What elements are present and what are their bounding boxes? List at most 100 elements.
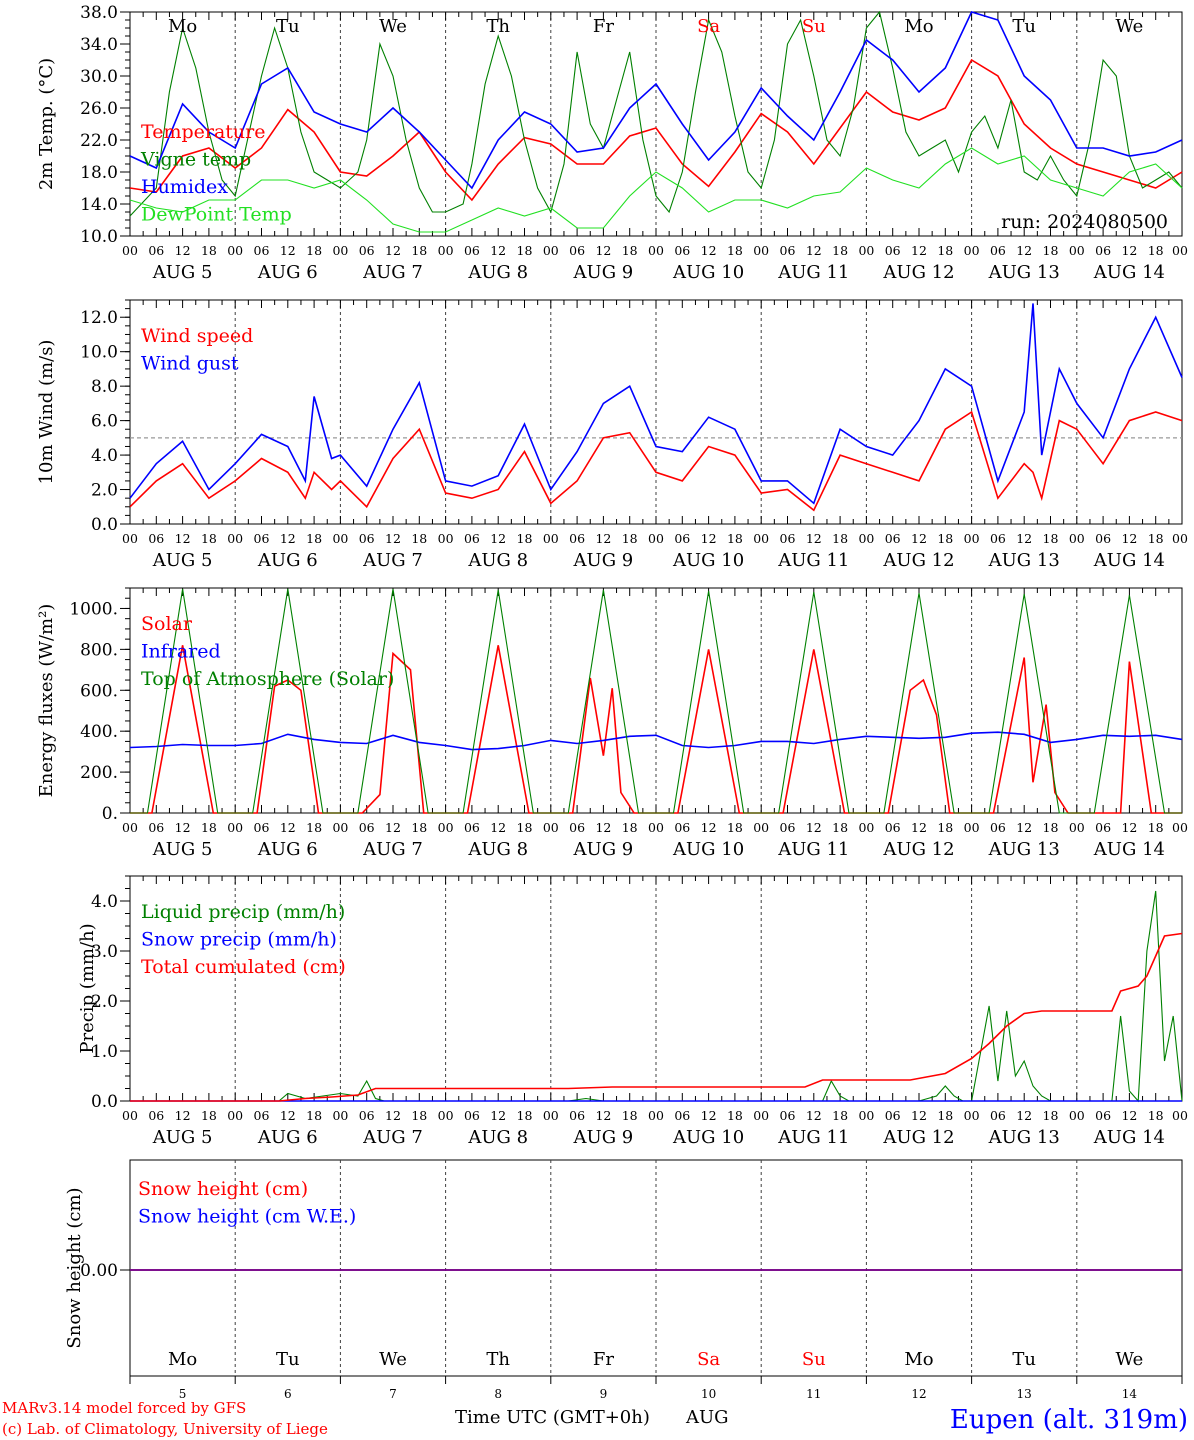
y-tick-label: 1.0 [91, 1042, 118, 1062]
x-tick-label: 12 [1016, 243, 1032, 258]
footer: MARv3.14 model forced by GFS (c) Lab. of… [2, 1399, 1188, 1438]
date-label: AUG 9 [573, 839, 634, 860]
x-tick-label: 12 [490, 243, 506, 258]
x-tick-label: 18 [411, 1108, 427, 1123]
temperature-panel: 10.0 14.0 18.0 22.0 26.0 30.0 34.0 38.0 2m Temp.… [36, 3, 1188, 283]
model-credit: MARv3.14 model forced by GFS [2, 1399, 246, 1417]
y-tick-label: 2.0 [91, 481, 118, 501]
x-tick-label: 12 [595, 1108, 611, 1123]
x-tick-label: 06 [674, 243, 690, 258]
x-tick-label: 06 [254, 531, 270, 546]
x-tick-label: 06 [885, 1108, 901, 1123]
x-tick-label: 18 [622, 820, 638, 835]
y-tick-label: 12.0 [80, 308, 118, 328]
series-line [130, 890, 1183, 1103]
date-label: AUG 7 [362, 839, 423, 860]
y-tick-label: 30.0 [80, 67, 118, 87]
x-tick-label: 18 [1043, 1108, 1059, 1123]
series-line [130, 588, 1182, 814]
y-tick-label: 3.0 [91, 942, 118, 962]
legend-entry: Wind gust [141, 353, 239, 375]
legend-entry: Infrared [141, 641, 221, 663]
weekday-label: Mo [904, 16, 933, 37]
x-tick-label: 00 [332, 1108, 348, 1123]
x-tick-label: 12 [595, 820, 611, 835]
date-label: AUG 6 [257, 839, 318, 860]
x-tick-label: 18 [727, 243, 743, 258]
weekday-label: Fr [593, 16, 614, 37]
x-tick-label: 12 [385, 1108, 401, 1123]
x-tick-label: 00 [1172, 243, 1188, 258]
lab-credit: (c) Lab. of Climatology, University of L… [2, 1420, 328, 1438]
y-tick-label: 4.0 [91, 446, 118, 466]
precip-panel: 0.0 1.0 2.0 3.0 4.0 Precip (mm/h) Liquid preci… [77, 875, 1188, 1148]
x-axis-title: Time UTC (GMT+0h) [455, 1407, 650, 1428]
x-tick-label: 00 [438, 1108, 454, 1123]
date-label: AUG 14 [1093, 839, 1165, 860]
date-label: AUG 14 [1093, 1127, 1165, 1148]
date-label: AUG 13 [988, 550, 1060, 571]
date-label: AUG 9 [573, 1127, 634, 1148]
date-number-label: 10 [701, 1387, 716, 1401]
x-tick-label: 12 [911, 820, 927, 835]
weekday-label: Tu [1012, 16, 1036, 37]
weekday-label: Mo [168, 16, 197, 37]
x-tick-label: 12 [1016, 1108, 1032, 1123]
x-tick-label: 00 [858, 1108, 874, 1123]
x-tick-label: 18 [1043, 243, 1059, 258]
x-tick-label: 12 [175, 820, 191, 835]
weekday-label: Su [802, 1349, 826, 1370]
x-tick-label: 06 [990, 243, 1006, 258]
x-tick-label: 18 [622, 531, 638, 546]
legend-entry: Snow height (cm) [138, 1178, 308, 1200]
x-tick-label: 06 [780, 1108, 796, 1123]
x-tick-label: 06 [674, 531, 690, 546]
x-tick-label: 00 [1172, 531, 1188, 546]
x-tick-label: 12 [385, 531, 401, 546]
x-tick-label: 18 [727, 531, 743, 546]
x-tick-label: 12 [280, 531, 296, 546]
x-tick-label: 00 [227, 243, 243, 258]
x-tick-label: 06 [359, 820, 375, 835]
x-tick-label: 06 [464, 243, 480, 258]
date-label: AUG 7 [362, 262, 423, 283]
date-label: AUG 13 [988, 262, 1060, 283]
weekday-label: We [379, 16, 407, 37]
x-tick-label: 00 [543, 243, 559, 258]
weekday-label: We [1116, 1349, 1144, 1370]
x-tick-label: 06 [254, 1108, 270, 1123]
x-tick-label: 00 [964, 820, 980, 835]
x-tick-label: 00 [1069, 1108, 1085, 1123]
date-number-label: 11 [806, 1387, 821, 1401]
x-tick-label: 18 [1043, 531, 1059, 546]
y-tick-label: 4.0 [91, 892, 118, 912]
date-number-label: 6 [284, 1387, 292, 1401]
x-tick-label: 12 [280, 1108, 296, 1123]
x-tick-label: 12 [280, 243, 296, 258]
y-axis-title: Energy fluxes (W/m²) [36, 604, 57, 798]
x-tick-label: 06 [780, 531, 796, 546]
x-tick-label: 18 [306, 1108, 322, 1123]
run-annotation: run: 2024080500 [1001, 211, 1168, 233]
x-tick-label: 00 [332, 531, 348, 546]
legend-entry: Solar [141, 613, 193, 635]
x-tick-label: 06 [990, 820, 1006, 835]
x-tick-label: 12 [1121, 531, 1137, 546]
x-tick-label: 12 [595, 531, 611, 546]
x-tick-label: 06 [1095, 820, 1111, 835]
date-number-label: 8 [494, 1387, 502, 1401]
x-tick-label: 12 [280, 820, 296, 835]
wind-panel: 0.0 2.0 4.0 6.0 8.0 10.0 12.0 10m Wind (m/s) Win… [36, 299, 1188, 571]
date-label: AUG 8 [467, 839, 528, 860]
y-axis-title: 10m Wind (m/s) [36, 340, 57, 485]
y-tick-label: 8.0 [91, 377, 118, 397]
x-tick-label: 12 [1016, 820, 1032, 835]
x-tick-label: 12 [490, 820, 506, 835]
date-label: AUG 7 [362, 550, 423, 571]
date-number-label: 13 [1017, 1387, 1032, 1401]
date-label: AUG 12 [882, 550, 954, 571]
y-tick-label: 1000. [69, 599, 118, 619]
x-tick-label: 00 [332, 243, 348, 258]
x-tick-label: 00 [543, 531, 559, 546]
